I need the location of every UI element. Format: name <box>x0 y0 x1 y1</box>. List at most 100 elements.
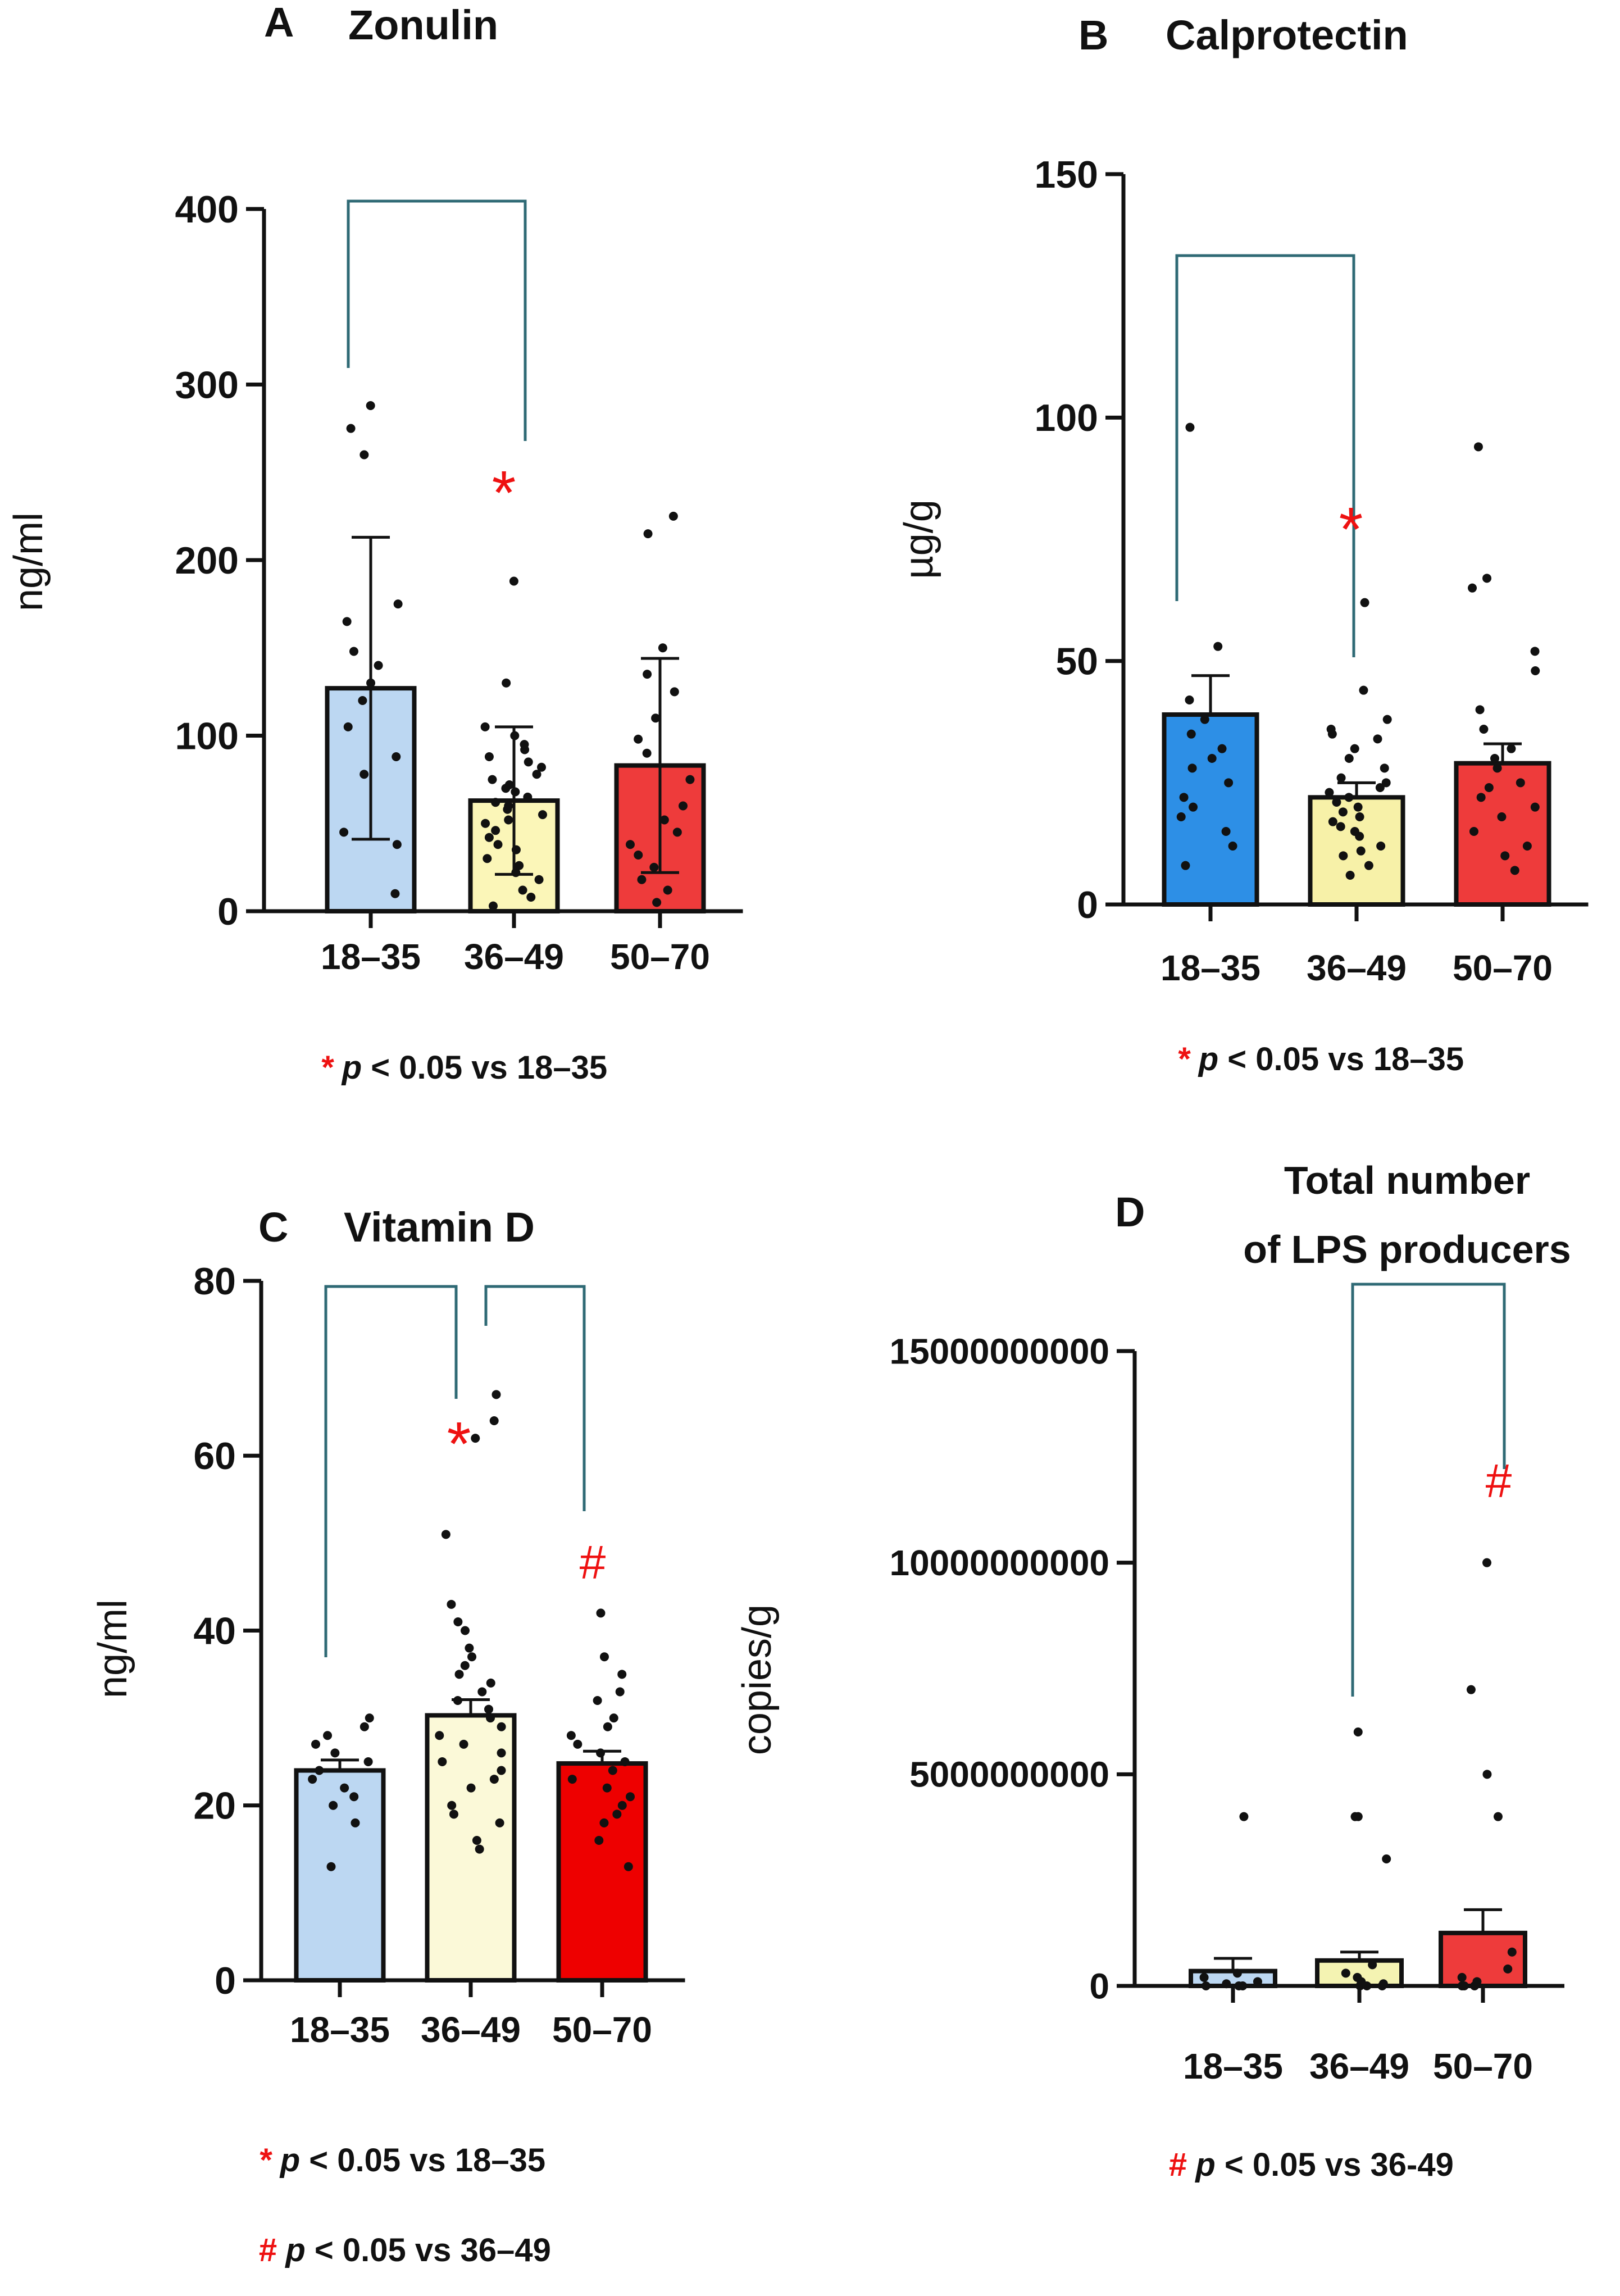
data-point <box>1503 1964 1513 1974</box>
data-point <box>658 643 667 653</box>
data-point <box>492 1390 501 1399</box>
data-point <box>1373 734 1382 744</box>
data-point <box>642 748 652 758</box>
data-point <box>1344 754 1354 763</box>
data-point <box>594 1836 604 1845</box>
data-point <box>643 670 652 679</box>
data-point <box>459 1739 468 1749</box>
data-point <box>625 840 635 849</box>
data-point <box>366 401 375 410</box>
data-point <box>497 1766 506 1775</box>
data-point <box>1479 725 1489 734</box>
data-point <box>1353 1972 1362 1982</box>
data-point <box>315 1766 324 1775</box>
data-point <box>668 511 678 521</box>
data-point <box>441 1530 450 1539</box>
data-point <box>1382 1854 1391 1863</box>
x-tick-label: 36–49 <box>1307 948 1407 988</box>
data-point <box>596 1748 606 1758</box>
data-point <box>1376 842 1386 851</box>
data-point <box>634 851 643 860</box>
data-point <box>637 875 647 884</box>
data-point <box>1457 1972 1467 1982</box>
panel-b: B Calprotectin µg/g 0 50 100 150 18–35 36–49 50–7… <box>897 12 1589 1077</box>
x-tick-label: 36–49 <box>1309 2046 1409 2086</box>
y-tick-label: 10000000000 <box>889 1543 1109 1583</box>
chart-title: Total number <box>1284 1158 1530 1202</box>
data-point <box>329 1801 338 1810</box>
x-tick-label: 18–35 <box>1183 2046 1283 2086</box>
data-point <box>1492 763 1502 773</box>
data-point <box>663 885 672 895</box>
data-point <box>438 1757 447 1766</box>
data-point <box>1228 842 1237 851</box>
data-point <box>495 1818 504 1827</box>
y-tick-label: 400 <box>175 188 239 231</box>
data-point <box>1482 1558 1492 1567</box>
data-point <box>1325 788 1334 797</box>
panel-letter: A <box>264 0 294 46</box>
data-point <box>1482 574 1492 583</box>
data-point <box>1507 1947 1517 1957</box>
data-point <box>491 826 500 835</box>
data-point <box>1360 598 1369 607</box>
data-point <box>1353 1727 1363 1736</box>
data-point <box>1326 725 1336 734</box>
data-point <box>1185 695 1194 704</box>
data-point <box>326 1862 336 1871</box>
data-point <box>365 1713 374 1723</box>
data-point <box>1382 715 1392 724</box>
data-point <box>617 1670 627 1679</box>
data-point <box>454 1670 464 1679</box>
data-point <box>1336 773 1346 783</box>
data-point <box>520 740 529 749</box>
data-point <box>466 1783 476 1793</box>
data-point <box>449 1809 458 1819</box>
data-point <box>532 770 541 779</box>
data-point <box>1493 1812 1503 1821</box>
data-point <box>1380 763 1389 773</box>
y-tick-label: 150 <box>1035 153 1098 196</box>
data-point <box>435 1731 444 1740</box>
data-point <box>342 617 352 626</box>
data-point <box>453 1617 463 1626</box>
data-point <box>489 1775 499 1784</box>
data-point <box>1473 442 1483 452</box>
data-point <box>1201 1981 1211 1990</box>
data-point <box>1364 861 1373 870</box>
data-point <box>1253 1977 1262 1986</box>
data-point <box>460 1661 470 1670</box>
data-point <box>343 722 353 731</box>
data-point <box>477 1687 487 1697</box>
data-point <box>509 576 518 586</box>
y-axis-label: copies/g <box>735 1604 780 1755</box>
data-point <box>643 529 653 539</box>
data-point <box>1339 851 1348 861</box>
data-point <box>1507 744 1516 753</box>
data-point <box>339 828 349 837</box>
data-point <box>360 1722 369 1731</box>
data-point <box>1232 1968 1242 1978</box>
data-point <box>1355 812 1364 821</box>
panel-d: D Total number of LPS producers copies/g 0 50… <box>735 1158 1571 2183</box>
significance-bracket <box>324 1285 458 1657</box>
data-point <box>1466 1685 1476 1694</box>
data-point <box>602 1783 612 1793</box>
data-point <box>1185 422 1195 432</box>
data-point <box>566 1731 576 1740</box>
x-tick-label: 36–49 <box>464 936 564 977</box>
data-point <box>672 828 682 837</box>
data-point <box>567 1775 577 1784</box>
data-point <box>1176 812 1186 821</box>
data-point <box>1207 754 1217 763</box>
data-point <box>1341 1968 1350 1978</box>
data-point <box>447 1599 456 1609</box>
data-point <box>1239 1812 1249 1821</box>
bar-1 <box>1162 712 1259 907</box>
data-point <box>330 1748 340 1758</box>
data-point <box>1189 802 1198 812</box>
data-point <box>481 819 490 828</box>
data-point <box>524 757 533 767</box>
significance-marker: # <box>580 1536 606 1589</box>
significance-marker: * <box>447 1410 471 1479</box>
